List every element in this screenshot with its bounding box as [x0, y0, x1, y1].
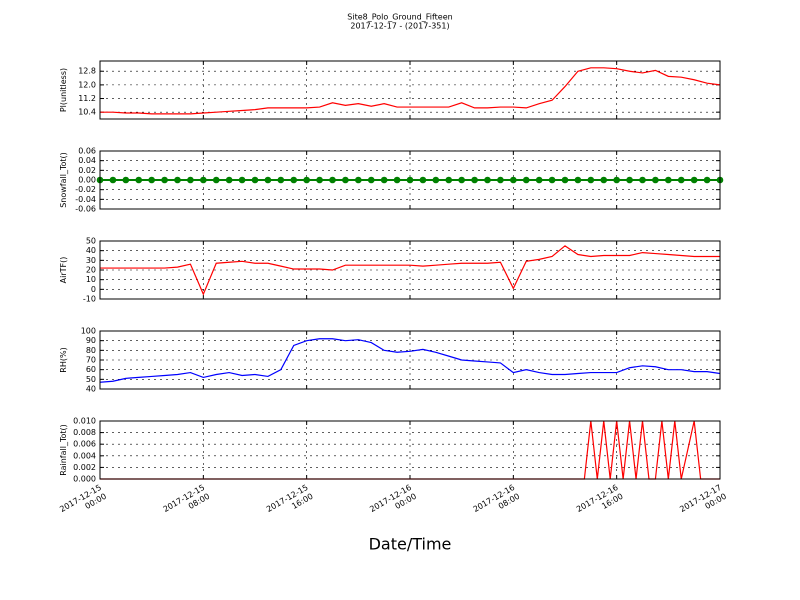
y-tick-label: 0.010 — [73, 417, 96, 426]
data-line — [100, 420, 720, 480]
data-line — [100, 245, 720, 296]
data-point — [135, 176, 143, 184]
data-point — [510, 176, 517, 184]
y-tick-label: 80 — [86, 346, 96, 355]
data-point — [432, 176, 440, 184]
data-point — [264, 176, 272, 184]
data-point — [445, 176, 453, 184]
y-tick-label: 0.04 — [78, 156, 96, 165]
y-tick-label: 10 — [86, 275, 96, 284]
data-point — [458, 176, 465, 184]
y-axis-title: Pl(unitless) — [59, 68, 68, 112]
y-axis-title: AirTF() — [59, 257, 68, 284]
y-tick-label: 100 — [81, 327, 96, 336]
y-tick-label: 12.0 — [78, 80, 96, 89]
y-axis-title: Snowfall_Tot() — [59, 152, 68, 208]
y-tick-label: 0.002 — [73, 463, 96, 472]
data-point — [161, 176, 168, 184]
data-point — [174, 176, 181, 184]
plot-frame — [99, 330, 721, 390]
plot-frame — [99, 150, 721, 210]
data-point — [380, 176, 388, 184]
y-axis-title: Rainfall_Tot() — [59, 424, 68, 476]
plot-frame — [99, 60, 721, 120]
y-tick-label: -0.02 — [75, 185, 96, 194]
data-point — [613, 176, 620, 184]
y-tick-label: 0.004 — [73, 451, 96, 460]
data-line — [100, 67, 721, 115]
y-tick-label: 50 — [86, 237, 96, 246]
data-point — [639, 176, 646, 184]
data-point — [329, 176, 336, 184]
data-point — [690, 176, 698, 184]
y-tick-label: 11.2 — [78, 94, 96, 103]
data-point — [703, 176, 711, 184]
y-tick-label: 20 — [86, 266, 96, 275]
data-point — [303, 176, 310, 184]
y-tick-label: 0 — [91, 285, 96, 294]
data-point — [109, 176, 117, 184]
data-point — [148, 176, 155, 184]
data-point — [406, 176, 414, 184]
y-tick-label: 60 — [86, 365, 96, 374]
plot-frame — [99, 420, 721, 480]
data-point — [355, 176, 362, 184]
y-tick-label: 0.06 — [78, 147, 96, 156]
data-point — [587, 176, 595, 184]
y-tick-label: -0.04 — [75, 195, 96, 204]
y-axis-title: RH(%) — [59, 347, 68, 372]
y-tick-label: 0.006 — [73, 440, 96, 449]
data-point — [484, 176, 491, 184]
y-tick-label: -10 — [83, 295, 96, 304]
data-point — [122, 176, 130, 184]
data-point — [548, 176, 556, 184]
data-point — [393, 176, 401, 184]
data-point — [471, 176, 478, 184]
data-point — [367, 176, 375, 184]
data-point — [497, 176, 504, 184]
x-axis-title: Date/Time — [369, 535, 452, 554]
y-tick-label: 10.4 — [78, 108, 96, 117]
data-point — [535, 176, 543, 184]
data-point — [225, 176, 233, 184]
data-point — [290, 176, 298, 184]
data-point — [316, 176, 323, 184]
y-tick-label: 0.00 — [78, 176, 96, 185]
y-tick-label: 40 — [86, 385, 96, 394]
y-tick-label: 0.000 — [73, 475, 96, 484]
figure-title: Site8_Polo_Ground_Fifteen — [347, 13, 452, 22]
data-point — [626, 176, 633, 184]
data-line — [99, 338, 721, 383]
data-point — [574, 176, 582, 184]
data-point — [419, 176, 427, 184]
data-point — [238, 176, 246, 184]
y-tick-label: 40 — [86, 246, 96, 255]
data-point — [677, 176, 685, 184]
data-point — [522, 176, 530, 184]
data-point — [561, 176, 569, 184]
y-tick-label: 0.02 — [78, 166, 96, 175]
data-point — [212, 176, 220, 184]
y-tick-label: 0.008 — [73, 428, 96, 437]
y-tick-label: -0.06 — [75, 205, 96, 214]
data-point — [652, 176, 659, 184]
data-point — [342, 176, 349, 184]
y-tick-label: 50 — [86, 375, 96, 384]
figure-subtitle: 2017-12-17 - (2017-351) — [350, 22, 449, 31]
y-tick-label: 12.8 — [78, 67, 96, 76]
y-tick-label: 70 — [86, 356, 96, 365]
plot-frame — [99, 240, 721, 300]
data-point — [251, 176, 259, 184]
data-point — [277, 176, 285, 184]
data-point — [200, 176, 207, 184]
y-tick-label: 90 — [86, 336, 96, 345]
y-tick-label: 30 — [86, 256, 96, 265]
data-point — [665, 176, 672, 184]
data-point — [187, 176, 194, 184]
data-point — [600, 176, 608, 184]
